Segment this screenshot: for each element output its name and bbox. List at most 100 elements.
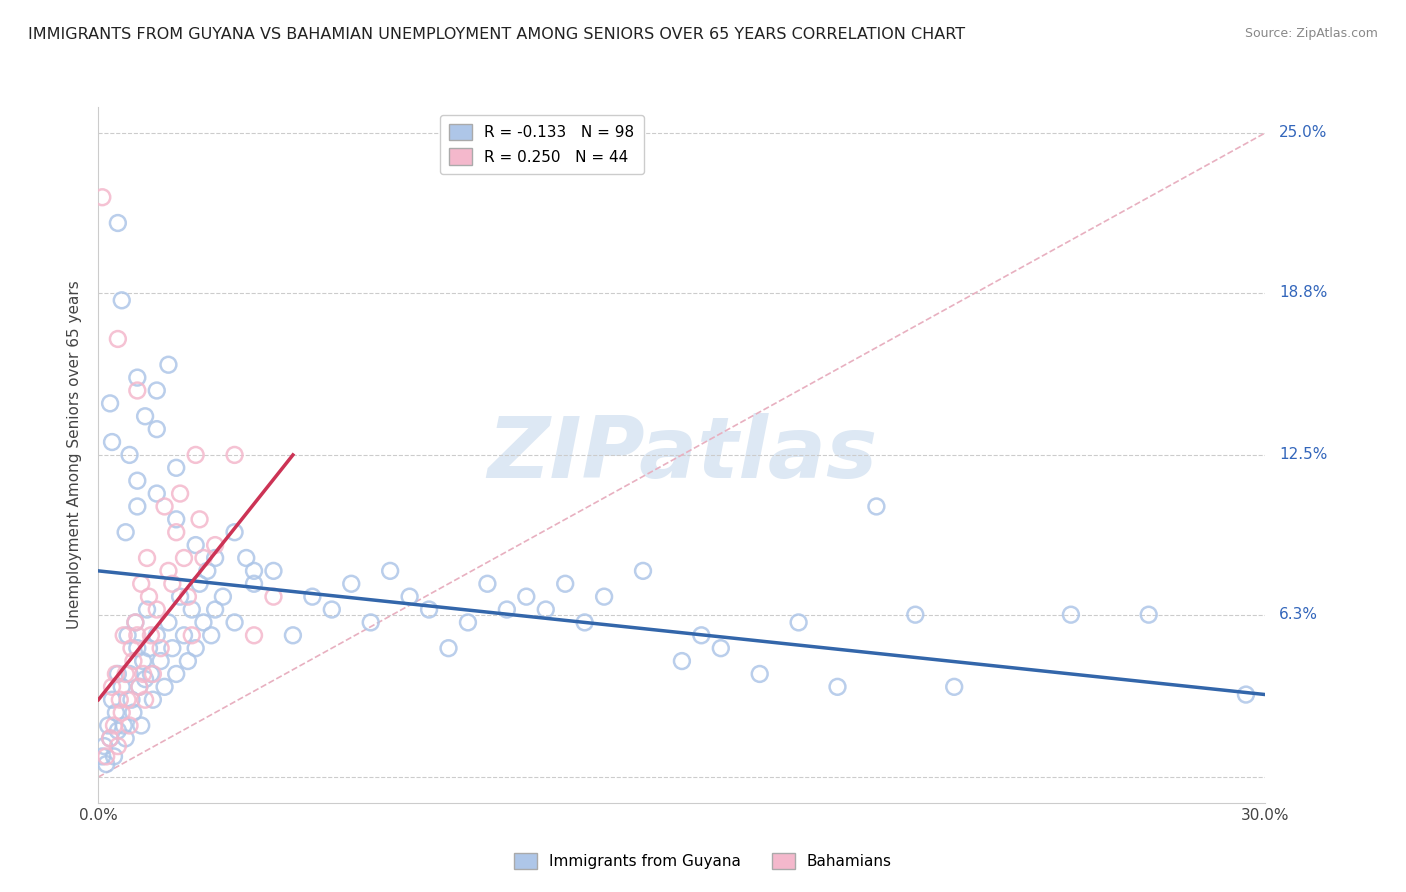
Point [97,718,120,732]
Point [134,409,156,424]
Point [787,615,810,630]
Point [495,602,517,616]
Point [139,667,162,681]
Point [112,628,135,642]
Point [827,680,849,694]
Point [1060,607,1083,622]
Point [184,641,207,656]
Point [127,628,149,642]
Point [204,551,226,566]
Point [193,615,215,630]
Point [593,590,616,604]
Point [136,551,159,566]
Point [128,680,150,694]
Point [180,602,202,616]
Point [180,628,202,642]
Point [104,667,127,681]
Point [112,718,135,732]
Point [904,607,927,622]
Point [132,654,155,668]
Point [146,628,169,642]
Point [114,667,136,681]
Point [101,435,124,450]
Point [111,706,134,720]
Point [173,628,195,642]
Point [134,672,156,686]
Point [457,615,479,630]
Point [107,216,129,230]
Point [243,564,266,578]
Point [157,615,180,630]
Point [169,486,191,500]
Point [107,723,129,738]
Point [671,654,693,668]
Point [212,590,235,604]
Point [101,680,124,694]
Point [129,718,152,732]
Point [477,576,499,591]
Point [111,293,134,308]
Point [107,739,129,753]
Point [128,680,150,694]
Point [127,641,149,656]
Point [534,602,557,616]
Point [118,448,141,462]
Legend: Immigrants from Guyana, Bahamians: Immigrants from Guyana, Bahamians [508,847,898,875]
Point [748,667,770,681]
Text: IMMIGRANTS FROM GUYANA VS BAHAMIAN UNEMPLOYMENT AMONG SENIORS OVER 65 YEARS CORR: IMMIGRANTS FROM GUYANA VS BAHAMIAN UNEMP… [28,27,966,42]
Point [188,512,211,526]
Point [91,190,114,204]
Point [378,564,402,578]
Point [169,590,191,604]
Point [165,512,187,526]
Point [153,500,176,514]
Point [173,551,195,566]
Point [515,590,537,604]
Point [710,641,733,656]
Point [124,615,146,630]
Point [96,749,118,764]
Point [188,576,211,591]
Point [281,628,304,642]
Point [165,525,187,540]
Point [127,474,149,488]
Point [153,680,176,694]
Point [127,384,149,398]
Point [243,628,266,642]
Y-axis label: Unemployment Among Seniors over 65 years: Unemployment Among Seniors over 65 years [67,281,83,629]
Point [132,667,155,681]
Text: 12.5%: 12.5% [1279,448,1327,462]
Point [184,448,207,462]
Point [554,576,576,591]
Point [149,641,172,656]
Point [262,590,284,604]
Point [177,654,200,668]
Point [111,680,134,694]
Point [865,500,887,514]
Point [139,628,162,642]
Point [200,628,222,642]
Point [134,692,156,706]
Point [118,667,141,681]
Point [136,602,159,616]
Point [204,538,226,552]
Point [1234,688,1257,702]
Point [101,692,124,706]
Point [91,749,114,764]
Point [224,448,246,462]
Point [195,564,218,578]
Point [98,731,121,746]
Point [157,358,180,372]
Point [146,486,169,500]
Text: 6.3%: 6.3% [1279,607,1319,623]
Point [107,332,129,346]
Point [122,706,145,720]
Point [93,739,115,753]
Point [162,641,184,656]
Point [146,602,169,616]
Point [301,590,323,604]
Text: 18.8%: 18.8% [1279,285,1327,300]
Legend: R = -0.133   N = 98, R = 0.250   N = 44: R = -0.133 N = 98, R = 0.250 N = 44 [440,115,644,174]
Point [107,667,129,681]
Point [690,628,713,642]
